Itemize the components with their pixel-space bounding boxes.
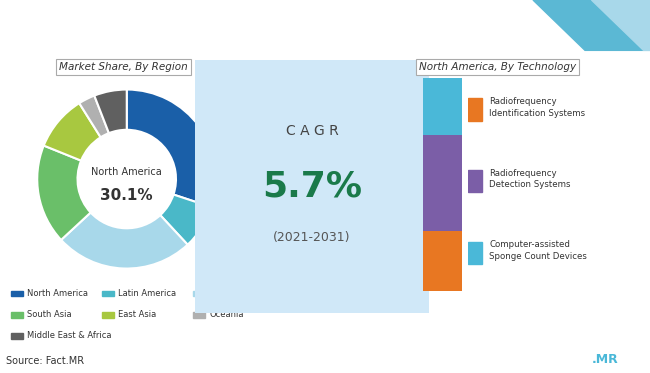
Text: .MR: .MR bbox=[592, 353, 618, 366]
Text: East Asia: East Asia bbox=[118, 310, 157, 319]
Bar bbox=[11, 333, 23, 339]
FancyBboxPatch shape bbox=[195, 60, 429, 313]
Text: (2021-2031): (2021-2031) bbox=[273, 231, 351, 244]
Wedge shape bbox=[44, 103, 101, 161]
Text: Global Sponge Detection System Market: Global Sponge Detection System Market bbox=[13, 18, 458, 37]
Text: Oceania: Oceania bbox=[209, 310, 244, 319]
Text: 30.1%: 30.1% bbox=[101, 188, 153, 203]
Text: North America: North America bbox=[92, 167, 162, 177]
Wedge shape bbox=[94, 90, 127, 133]
Bar bbox=[468, 242, 482, 264]
Polygon shape bbox=[533, 0, 650, 50]
Wedge shape bbox=[61, 213, 188, 269]
Bar bbox=[422, 78, 461, 135]
Bar bbox=[11, 312, 23, 317]
Text: North America, By Technology: North America, By Technology bbox=[419, 62, 576, 72]
Bar bbox=[468, 170, 482, 192]
Text: Radiofrequency
Identification Systems: Radiofrequency Identification Systems bbox=[489, 97, 585, 118]
Text: Fact: Fact bbox=[541, 353, 571, 366]
Text: Europe: Europe bbox=[209, 289, 239, 298]
Text: South Asia: South Asia bbox=[27, 310, 72, 319]
Text: 5.7%: 5.7% bbox=[262, 169, 362, 204]
Bar bbox=[193, 312, 205, 317]
Wedge shape bbox=[161, 195, 212, 245]
Text: Radiofrequency
Detection Systems: Radiofrequency Detection Systems bbox=[489, 169, 571, 189]
Wedge shape bbox=[127, 90, 216, 207]
Text: Latin America: Latin America bbox=[118, 289, 177, 298]
Bar bbox=[11, 291, 23, 297]
Polygon shape bbox=[592, 0, 650, 50]
Bar bbox=[102, 291, 114, 297]
Bar bbox=[422, 231, 461, 291]
Text: Middle East & Africa: Middle East & Africa bbox=[27, 331, 112, 340]
Text: C A G R: C A G R bbox=[285, 124, 339, 138]
Text: Computer-assisted
Sponge Count Devices: Computer-assisted Sponge Count Devices bbox=[489, 240, 587, 261]
Text: Source: Fact.MR: Source: Fact.MR bbox=[6, 356, 84, 366]
Bar bbox=[468, 98, 482, 121]
Wedge shape bbox=[79, 95, 109, 137]
Bar bbox=[102, 312, 114, 317]
Bar bbox=[193, 291, 205, 297]
Text: Market Share, By Region: Market Share, By Region bbox=[59, 62, 188, 72]
Text: North America: North America bbox=[27, 289, 88, 298]
Bar bbox=[422, 135, 461, 231]
Wedge shape bbox=[37, 145, 90, 240]
